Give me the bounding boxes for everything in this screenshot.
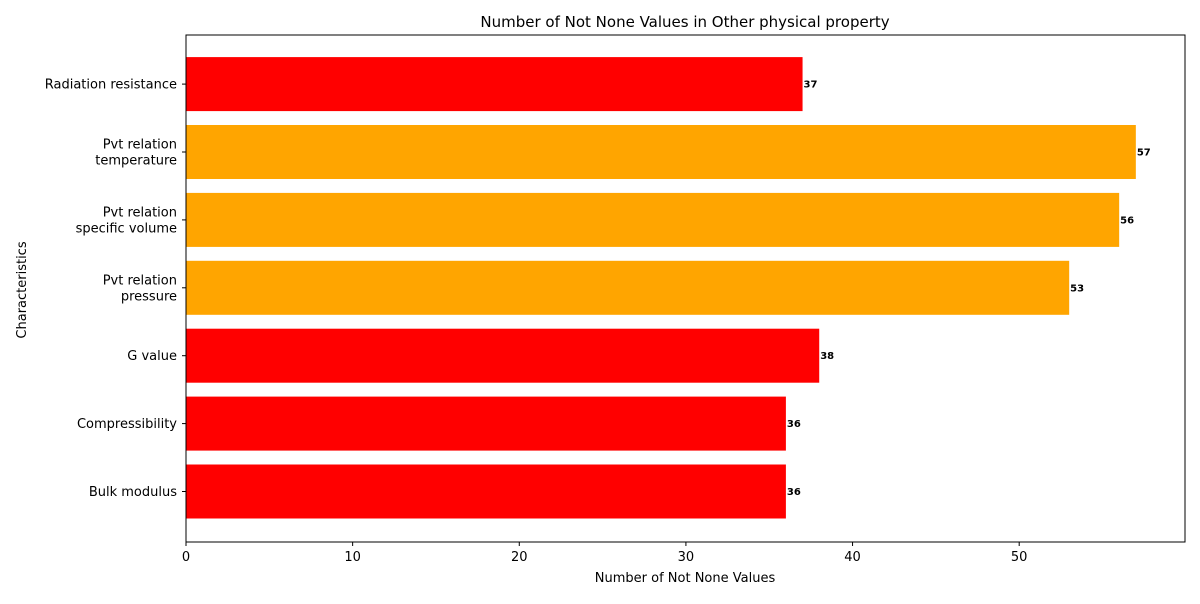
x-tick-label-4: 40 [844, 550, 861, 565]
y-axis-label: Characteristics [15, 241, 30, 338]
y-tick-label-0: Bulk modulus [89, 485, 177, 500]
bar-1 [186, 396, 786, 451]
chart-title: Number of Not None Values in Other physi… [480, 13, 889, 31]
data-label-2: 38 [820, 351, 834, 362]
plot-frame [185, 34, 1186, 543]
data-label-1: 36 [787, 419, 801, 430]
y-tick-label-6: Radiation resistance [45, 78, 177, 93]
data-label-0: 36 [787, 487, 801, 498]
bar-4 [186, 192, 1120, 247]
data-label-3: 53 [1070, 283, 1084, 294]
plot-area: 36 Bulk modulus 36 Compressibility 38 G value… [45, 34, 1186, 565]
data-label-5: 57 [1137, 148, 1151, 159]
bar-2 [186, 328, 820, 383]
x-tick-label-1: 10 [344, 550, 361, 565]
y-tick-label-5: Pvt relation temperature [95, 138, 177, 169]
y-tick-label-1: Compressibility [77, 417, 177, 432]
bar-3 [186, 260, 1070, 315]
bar-0 [186, 464, 786, 519]
data-label-6: 37 [804, 80, 818, 91]
data-label-4: 56 [1120, 215, 1134, 226]
bar-6 [186, 57, 803, 112]
x-tick-label-5: 50 [1011, 550, 1028, 565]
bar-5 [186, 125, 1136, 179]
x-tick-label-0: 0 [182, 550, 190, 565]
x-axis-label: Number of Not None Values [595, 571, 776, 586]
x-tick-label-3: 30 [678, 550, 695, 565]
y-tick-label-4: Pvt relation specific volume [76, 205, 177, 236]
y-tick-label-2: G value [127, 349, 177, 364]
y-tick-label-3: Pvt relation pressure [103, 273, 177, 304]
x-tick-label-2: 20 [511, 550, 528, 565]
